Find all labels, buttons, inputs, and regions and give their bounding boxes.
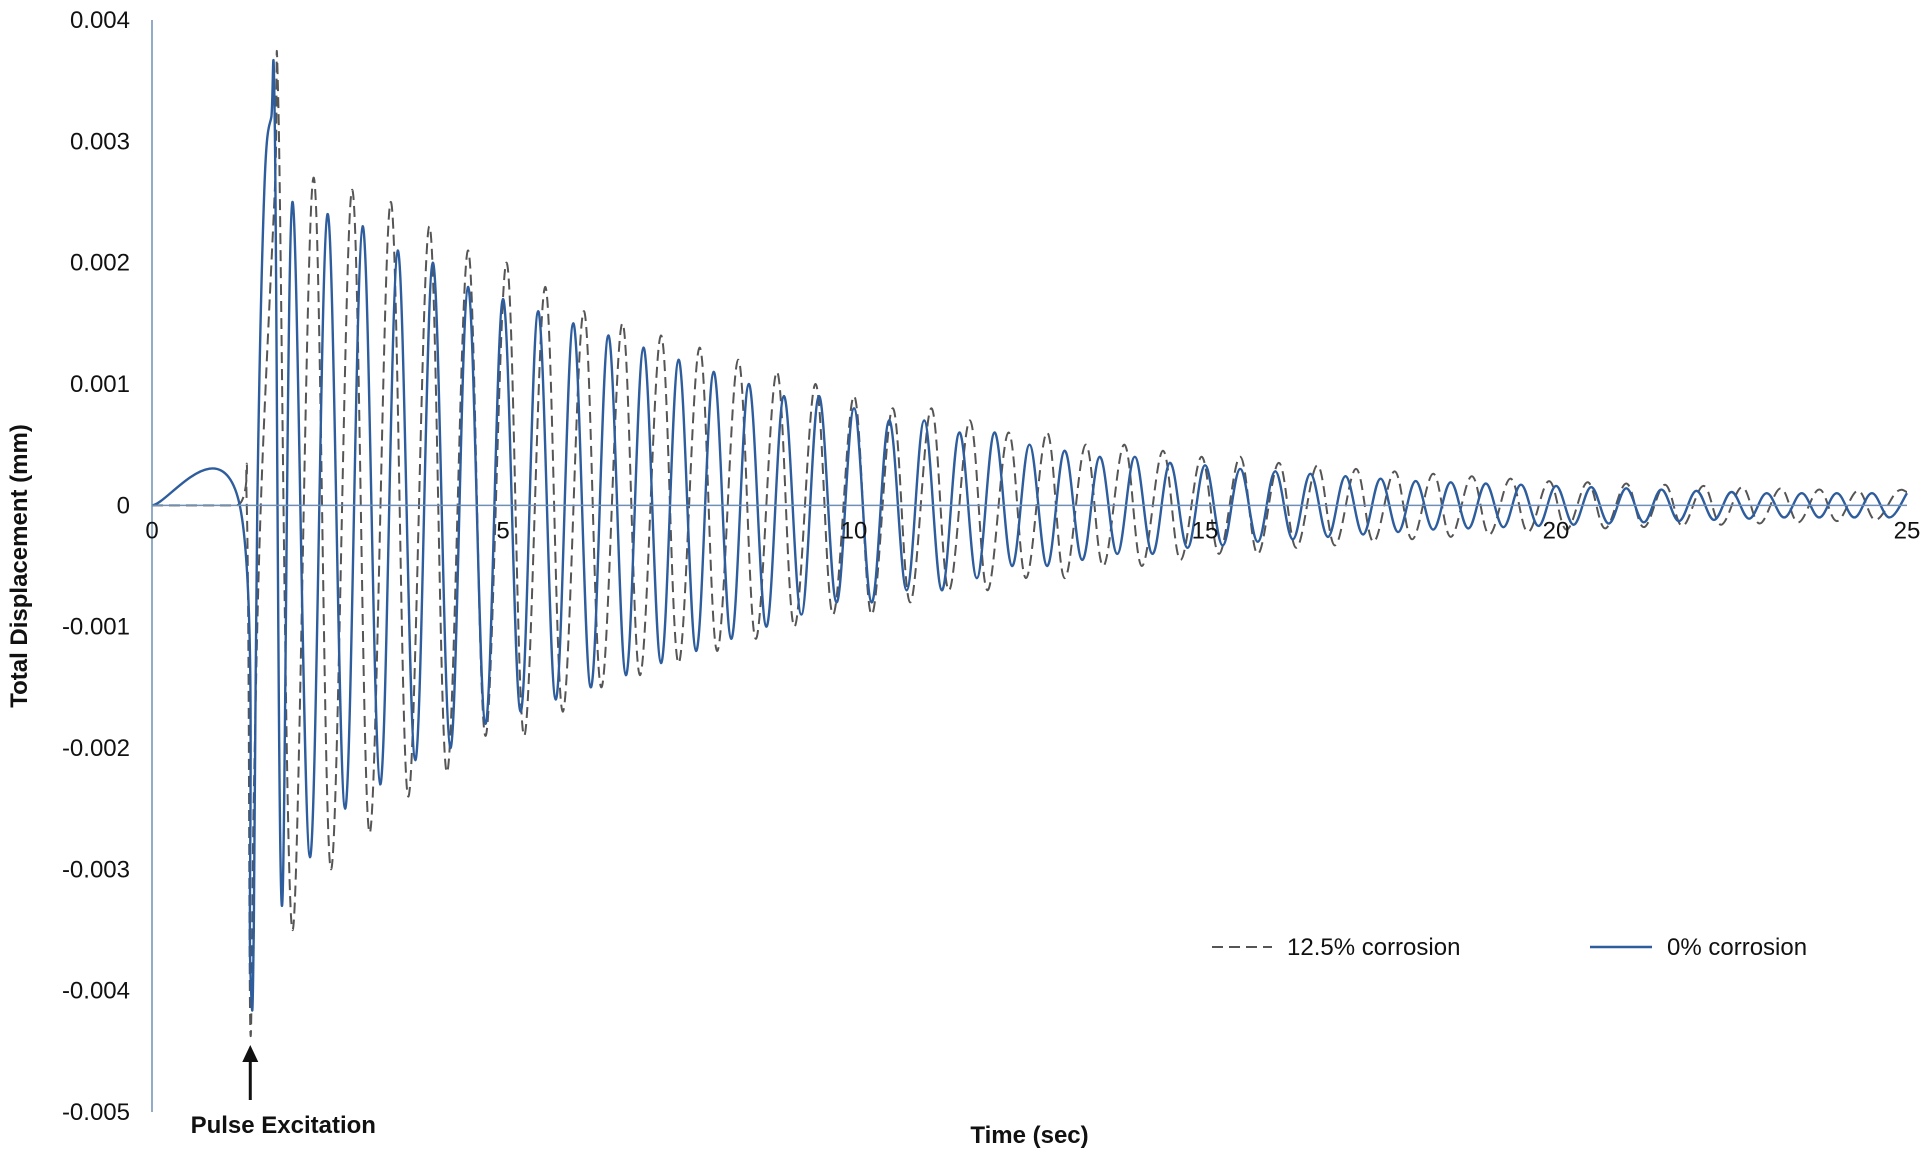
y-tick-label: 0.004 (70, 7, 130, 34)
y-tick-label: 0 (117, 492, 130, 519)
series-line-12-5-corrosion (151, 50, 1908, 1037)
y-tick-label: 0.001 (70, 371, 130, 398)
y-tick-label: -0.004 (62, 978, 130, 1005)
x-tick-label: 5 (496, 517, 509, 544)
x-axis-title: Time (sec) (970, 1122, 1088, 1149)
pulse-arrow-head-icon (242, 1045, 259, 1062)
x-tick-label: 25 (1894, 517, 1921, 544)
pulse-excitation-label: Pulse Excitation (191, 1112, 376, 1139)
y-axis-title: Total Displacement (mm) (6, 424, 33, 708)
y-tick-label: 0.002 (70, 250, 130, 277)
x-tick-label: 20 (1543, 517, 1570, 544)
y-tick-label: 0.003 (70, 128, 130, 155)
tick-label-layer: 0 5 10 15 20 25 0.004 0.003 0.002 0.001 0 -0.001 -0.… (62, 7, 1920, 1126)
legend-label-0-corrosion: 0% corrosion (1667, 934, 1807, 961)
pulse-excitation-annotation: Pulse Excitation (191, 1045, 376, 1139)
series-layer (151, 50, 1909, 1037)
x-tick-label: 10 (841, 517, 868, 544)
y-tick-label: -0.001 (62, 614, 130, 641)
y-tick-label: -0.003 (62, 856, 130, 883)
x-tick-label: 15 (1192, 517, 1219, 544)
legend-label-12-5-corrosion: 12.5% corrosion (1287, 934, 1460, 961)
x-tick-label: 0 (145, 517, 158, 544)
y-tick-label: -0.002 (62, 735, 130, 762)
series-line-0-corrosion (151, 58, 1909, 1012)
legend: 12.5% corrosion 0% corrosion (1212, 934, 1807, 961)
y-tick-label: -0.005 (62, 1099, 130, 1126)
